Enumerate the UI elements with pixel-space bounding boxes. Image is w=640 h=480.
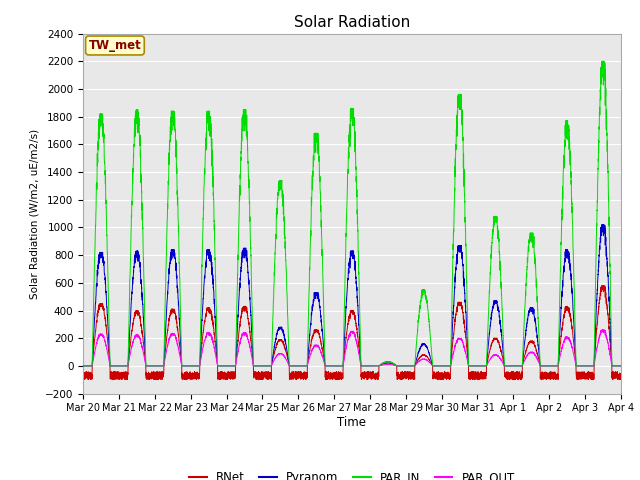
RNet [332, 372, 340, 378]
Text: TW_met: TW_met [88, 39, 141, 52]
Pyranom [472, 363, 480, 369]
Legend: RNet, Pyranom, PAR_IN, PAR_OUT: RNet, Pyranom, PAR_IN, PAR_OUT [184, 466, 520, 480]
Y-axis label: Solar Radiation (W/m2, uE/m2/s): Solar Radiation (W/m2, uE/m2/s) [29, 129, 40, 299]
PAR_OUT [503, 363, 511, 369]
RNet [79, 369, 87, 375]
PAR_IN [598, 59, 605, 64]
RNet [443, 375, 451, 381]
PAR_IN [472, 363, 480, 369]
PAR_OUT [616, 363, 624, 369]
PAR_OUT [443, 363, 451, 369]
Line: Pyranom: Pyranom [83, 225, 621, 366]
Pyranom [176, 323, 184, 329]
PAR_IN [176, 275, 184, 281]
Pyranom [332, 363, 340, 369]
Pyranom [616, 363, 624, 369]
X-axis label: Time: Time [337, 416, 367, 429]
Pyranom [617, 363, 625, 369]
PAR_OUT [176, 352, 184, 358]
Title: Solar Radiation: Solar Radiation [294, 15, 410, 30]
PAR_OUT [617, 363, 625, 369]
Pyranom [79, 363, 87, 369]
PAR_OUT [472, 363, 480, 369]
PAR_OUT [332, 363, 340, 369]
RNet [176, 343, 184, 349]
PAR_IN [79, 363, 87, 369]
PAR_OUT [79, 363, 87, 369]
RNet [472, 371, 480, 377]
PAR_IN [443, 363, 451, 369]
Pyranom [598, 222, 605, 228]
Pyranom [503, 363, 511, 369]
PAR_OUT [598, 327, 605, 333]
RNet [616, 372, 624, 377]
RNet [503, 375, 511, 381]
Line: PAR_OUT: PAR_OUT [83, 330, 621, 366]
RNet [617, 372, 625, 377]
PAR_IN [503, 363, 511, 369]
Line: RNet: RNet [83, 286, 621, 380]
PAR_IN [332, 363, 340, 369]
PAR_IN [617, 363, 625, 369]
RNet [404, 377, 412, 383]
Pyranom [443, 363, 451, 369]
RNet [598, 283, 605, 288]
Line: PAR_IN: PAR_IN [83, 61, 621, 366]
PAR_IN [616, 363, 624, 369]
